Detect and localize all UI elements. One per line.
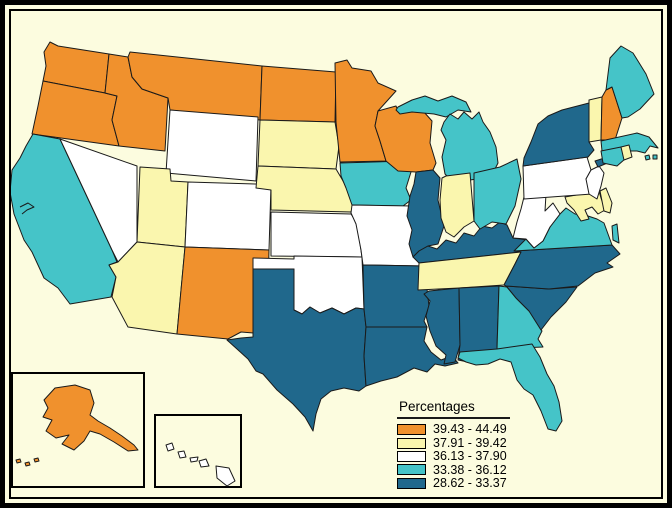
state-mn: Minnesota [334,59,397,163]
legend-label: 33.38 - 36.12 [433,462,507,477]
state-ct: Connecticut [600,146,626,167]
state-wv: West Virginia [512,193,561,249]
legend-swatch-class1 [397,424,426,436]
state-hi: Hawaii [215,465,236,487]
state-hi: Hawaii [165,442,175,452]
state-vt: Vermont [588,96,603,143]
state-mi: Michigan [395,95,472,118]
legend-label: 36.13 - 37.90 [433,449,507,464]
states-layer: WashingtonOregonCaliforniaNevadaIdahoMon… [11,41,659,487]
state-hi: Hawaii [177,450,187,459]
state-ak: Alaska [33,457,40,463]
state-sd: South Dakota [257,119,340,170]
state-ak: Alaska [42,384,139,452]
state-nj: New Jersey [585,165,605,200]
state-ut: Utah [136,166,189,248]
state-mi: Michigan [440,111,499,182]
state-la: Louisiana [363,326,459,387]
state-il: Illinois [406,169,445,258]
legend-swatch-class3 [397,450,426,462]
us-choropleth-map: WashingtonOregonCaliforniaNevadaIdahoMon… [11,41,659,488]
legend: Percentages 39.43 - 44.49 37.91 - 39.42 … [397,399,510,490]
state-ne: Nebraska [255,165,354,213]
state-ma: Massachusetts [644,154,651,161]
legend-swatch-class5 [397,477,426,489]
legend-item: 33.38 - 36.12 [397,463,510,476]
alaska-inset-box [11,372,145,488]
legend-label: 28.62 - 33.37 [433,476,507,490]
state-tx: Texas [226,268,367,432]
legend-label: 37.91 - 39.42 [433,435,507,450]
state-hi: Hawaii [189,456,199,463]
legend-item: 36.13 - 37.90 [397,450,510,463]
state-ma: Massachusetts [652,154,658,160]
state-ks: Kansas [270,211,363,258]
state-in: Indiana [439,172,475,238]
state-de: Delaware [599,187,613,214]
legend-swatch-class2 [397,437,426,449]
state-ak: Alaska [24,461,31,467]
state-ca: California [11,133,118,305]
state-fl: Florida [457,343,563,432]
state-ak: Alaska [15,458,22,464]
state-nc: North Carolina [503,244,621,290]
state-ri: Rhode Island [620,144,633,161]
state-oh: Ohio [473,158,522,230]
legend-item: 39.43 - 44.49 [397,423,510,436]
legend-item: 37.91 - 39.42 [397,436,510,449]
legend-rule [397,417,510,419]
legend-item: 28.62 - 33.37 [397,477,510,490]
state-ny: New York [522,102,595,167]
legend-swatch-class4 [397,464,426,476]
state-hi: Hawaii [198,458,210,468]
state-me: Maine [605,45,655,119]
legend-label: 39.43 - 44.49 [433,422,507,437]
state-va: Virginia [611,223,620,244]
san-francisco-bay-icon [19,202,35,215]
state-wy: Wyoming [165,109,259,182]
hawaii-inset-box [154,414,242,488]
state-nd: North Dakota [259,65,337,123]
state-co: Colorado [184,181,272,251]
legend-title: Percentages [399,399,475,414]
map-inner-frame: WashingtonOregonCaliforniaNevadaIdahoMon… [9,9,663,499]
